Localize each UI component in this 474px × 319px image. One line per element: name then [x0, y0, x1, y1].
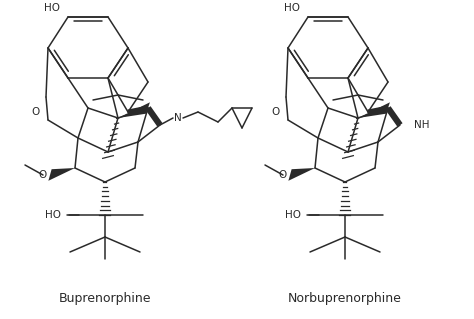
- Polygon shape: [118, 102, 150, 118]
- Text: HO: HO: [45, 210, 61, 220]
- Text: HO: HO: [285, 210, 301, 220]
- Text: Norbuprenorphine: Norbuprenorphine: [288, 292, 402, 305]
- Text: O: O: [279, 170, 287, 180]
- Polygon shape: [288, 168, 315, 181]
- Text: Buprenorphine: Buprenorphine: [59, 292, 151, 305]
- Polygon shape: [48, 168, 75, 181]
- Text: O: O: [39, 170, 47, 180]
- Text: HO: HO: [44, 3, 60, 13]
- Text: O: O: [32, 107, 40, 117]
- Text: NH: NH: [414, 120, 429, 130]
- Text: HO: HO: [284, 3, 300, 13]
- Text: O: O: [272, 107, 280, 117]
- Polygon shape: [358, 102, 390, 118]
- Text: N: N: [174, 113, 182, 123]
